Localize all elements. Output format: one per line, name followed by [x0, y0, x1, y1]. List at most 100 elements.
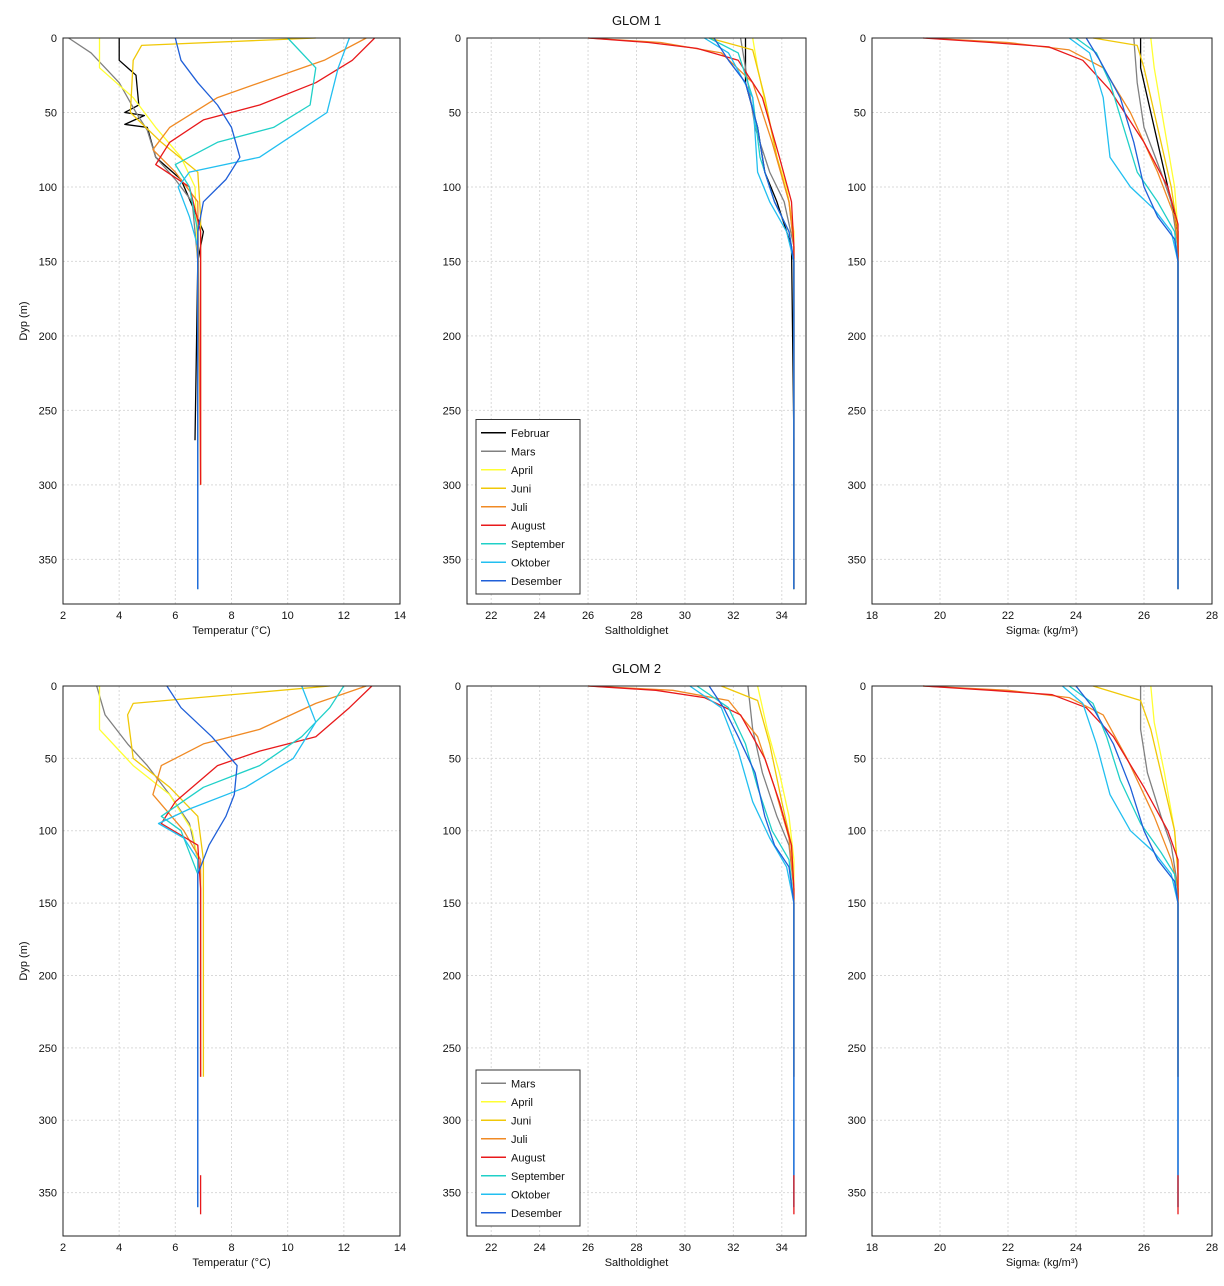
chart-title: GLOM 1: [612, 13, 661, 28]
series-line-september: [708, 37, 795, 590]
series-line-juli: [588, 37, 795, 590]
y-tick-label: 350: [848, 1188, 866, 1200]
y-axis-label: Dyp (m): [18, 941, 30, 980]
series-line-desember: [174, 37, 241, 590]
series-line-august: [588, 685, 795, 1077]
series-line-juli: [588, 685, 795, 1077]
series-line-juni: [126, 685, 330, 1077]
legend-label-oktober: Oktober: [511, 1189, 550, 1201]
chart-panel-1: 2 4 6 8 10 12 14 0 50 100 150 200 250 300 350 Temperatu…: [18, 33, 406, 637]
series-line-oktober: [177, 37, 351, 590]
y-tick-label: 50: [449, 107, 461, 119]
y-tick-label: 350: [443, 1188, 461, 1200]
y-tick-label: 100: [443, 182, 461, 194]
series-line-september: [174, 37, 317, 590]
x-axis-label: Saltholdighet: [605, 1257, 669, 1269]
series-line-september: [160, 685, 345, 1208]
series-line-april: [756, 685, 795, 1077]
y-tick-label: 0: [455, 681, 461, 693]
legend-label-september: September: [511, 1171, 565, 1183]
y-tick-label: 300: [39, 1115, 57, 1127]
y-tick-label: 150: [848, 256, 866, 268]
legend-label-august: August: [511, 1152, 545, 1164]
legend-label-mars: Mars: [511, 446, 536, 458]
legend-label-juni: Juni: [511, 1115, 531, 1127]
y-tick-label: 250: [39, 405, 57, 417]
y-tick-label: 250: [848, 405, 866, 417]
x-axis-label: Sigmaₜ (kg/m³): [1006, 1257, 1078, 1269]
plot-frame: [871, 685, 1213, 1237]
chart-panel-6: 18 20 22 24 26 28 0 50 100 150 200 250 300 350 Sigmaₜ …: [848, 681, 1218, 1269]
x-tick-label: 22: [485, 610, 497, 622]
x-tick-label: 6: [172, 1242, 178, 1254]
y-tick-label: 50: [45, 753, 57, 765]
series-line-oktober: [157, 685, 317, 1208]
legend-label-mars: Mars: [511, 1078, 536, 1090]
y-tick-label: 250: [443, 1043, 461, 1055]
x-tick-label: 2: [60, 1242, 66, 1254]
x-axis-label: Sigmaₜ (kg/m³): [1006, 625, 1078, 637]
x-tick-label: 26: [582, 1242, 594, 1254]
y-tick-label: 0: [51, 33, 57, 45]
x-tick-label: 28: [1206, 1242, 1218, 1254]
legend-label-juli: Juli: [511, 1134, 528, 1146]
chart-panel-4: 2 4 6 8 10 12 14 0 50 100 150 200 250 300 350 Temperatu…: [18, 681, 406, 1269]
y-tick-label: 0: [455, 33, 461, 45]
legend-label-august: August: [511, 520, 545, 532]
y-tick-label: 150: [443, 256, 461, 268]
y-tick-label: 250: [443, 405, 461, 417]
x-tick-label: 14: [394, 1242, 406, 1254]
y-tick-label: 100: [848, 182, 866, 194]
y-tick-label: 50: [45, 107, 57, 119]
series-line-august: [922, 37, 1179, 590]
series-line-juli: [922, 685, 1179, 1077]
plot-frame: [871, 37, 1213, 605]
y-tick-label: 0: [51, 681, 57, 693]
y-tick-label: 350: [848, 554, 866, 566]
y-tick-label: 200: [39, 331, 57, 343]
x-tick-label: 26: [1138, 1242, 1150, 1254]
series-line-august: [160, 685, 373, 1077]
x-tick-label: 26: [582, 610, 594, 622]
y-axis-label: Dyp (m): [18, 301, 30, 340]
x-tick-label: 32: [727, 1242, 739, 1254]
series-line-september: [696, 685, 795, 1208]
y-tick-label: 200: [848, 331, 866, 343]
y-tick-label: 200: [443, 970, 461, 982]
y-tick-label: 300: [39, 480, 57, 492]
x-tick-label: 28: [1206, 610, 1218, 622]
x-tick-label: 28: [630, 1242, 642, 1254]
series-line-juni: [708, 37, 795, 590]
x-tick-label: 26: [1138, 610, 1150, 622]
series-line-desember: [713, 37, 795, 590]
y-tick-label: 300: [443, 1115, 461, 1127]
x-tick-label: 12: [338, 1242, 350, 1254]
legend-label-juli: Juli: [511, 502, 528, 514]
x-tick-label: 34: [776, 1242, 788, 1254]
series-line-juni: [1092, 685, 1179, 1077]
legend-label-oktober: Oktober: [511, 557, 550, 569]
y-tick-label: 350: [443, 554, 461, 566]
y-tick-label: 300: [848, 1115, 866, 1127]
x-axis-label: Temperatur (°C): [192, 1257, 270, 1269]
plot-frame: [466, 37, 807, 605]
series-line-august: [922, 685, 1179, 1077]
x-tick-label: 22: [485, 1242, 497, 1254]
y-tick-label: 150: [39, 256, 57, 268]
x-tick-label: 10: [282, 610, 294, 622]
series-line-april: [98, 686, 202, 1077]
x-tick-label: 24: [1070, 1242, 1082, 1254]
series-line-oktober: [1068, 37, 1179, 590]
x-axis-label: Temperatur (°C): [192, 625, 270, 637]
chart-title: GLOM 2: [612, 661, 661, 676]
x-tick-label: 24: [1070, 610, 1082, 622]
series-line-desember: [708, 685, 795, 1208]
series-line-mars: [739, 37, 795, 590]
x-tick-label: 18: [866, 1242, 878, 1254]
series-line-august: [155, 37, 376, 485]
x-tick-label: 20: [934, 1242, 946, 1254]
x-tick-label: 10: [282, 1242, 294, 1254]
y-tick-label: 100: [39, 826, 57, 838]
y-tick-label: 300: [848, 480, 866, 492]
